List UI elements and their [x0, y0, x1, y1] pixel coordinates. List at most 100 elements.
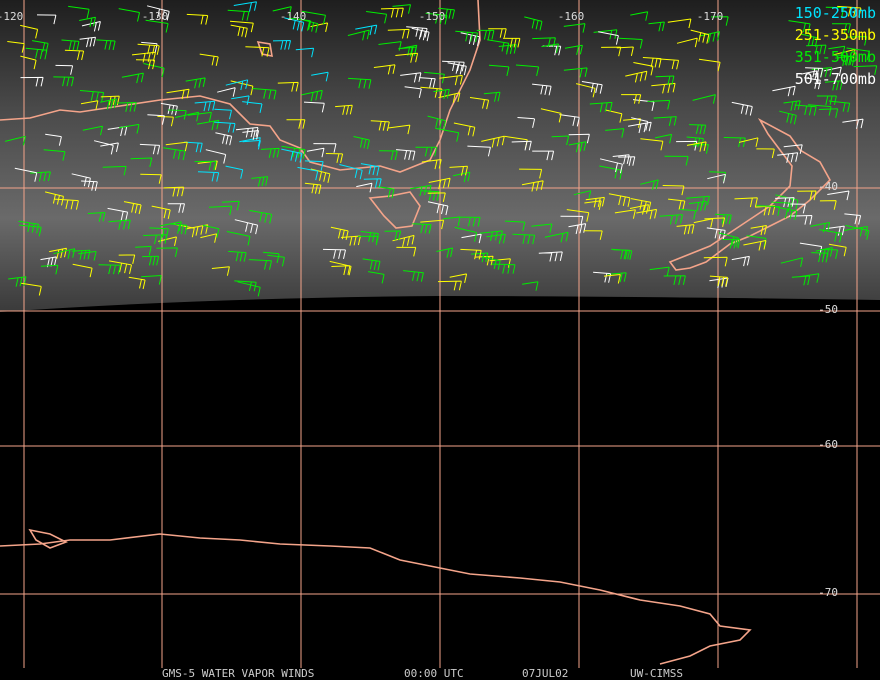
- wind-barb: [147, 114, 165, 125]
- wind-barb: [387, 28, 410, 39]
- wind-barb: [532, 83, 552, 96]
- wind-barb: [4, 135, 26, 146]
- wind-barb: [563, 67, 588, 78]
- wind-barb: [362, 258, 381, 271]
- wind-barb: [384, 230, 402, 241]
- wind-barb: [686, 141, 707, 152]
- wind-barb: [517, 117, 536, 128]
- wind-barb: [45, 133, 62, 146]
- wind-barb: [789, 215, 813, 225]
- wind-barb: [61, 39, 80, 51]
- wind-barb: [837, 54, 855, 66]
- wind-barb: [100, 98, 117, 110]
- wind-barb: [107, 207, 129, 222]
- wind-barb: [281, 148, 303, 163]
- wind-barb: [272, 40, 291, 50]
- wind-barb: [783, 144, 803, 154]
- wind-barb: [18, 220, 40, 234]
- wind-barb: [598, 31, 619, 45]
- wind-barb: [711, 16, 729, 26]
- wind-barb: [425, 12, 448, 25]
- wind-barb: [117, 102, 137, 112]
- wind-barb: [119, 123, 140, 134]
- wind-barb: [828, 100, 851, 113]
- wind-barb: [797, 190, 817, 201]
- wind-barb: [53, 76, 74, 87]
- wind-barb: [443, 216, 461, 227]
- wind-barb: [229, 20, 254, 33]
- wind-barb: [585, 196, 605, 208]
- latitude-label: -60: [818, 438, 838, 451]
- wind-barb: [249, 209, 273, 224]
- wind-barb: [504, 220, 526, 232]
- wind-barb: [211, 266, 230, 276]
- coastline: [0, 533, 752, 665]
- latitude-label: -70: [818, 586, 838, 599]
- wind-barb: [20, 24, 39, 39]
- wind-barb: [355, 24, 378, 36]
- wind-barb: [186, 13, 209, 25]
- wind-barb: [20, 55, 37, 70]
- wind-barb: [593, 29, 618, 40]
- wind-barb: [583, 230, 603, 240]
- wind-barb: [286, 119, 306, 129]
- wind-barb: [568, 133, 590, 144]
- wind-barb: [457, 216, 481, 227]
- wind-barb: [447, 62, 467, 76]
- wind-barb: [621, 94, 642, 104]
- wind-barb: [566, 209, 590, 222]
- wind-barb: [373, 64, 396, 75]
- wind-barb: [614, 209, 636, 219]
- wind-barb: [297, 166, 319, 181]
- wind-barb: [640, 138, 664, 151]
- wind-barb: [589, 101, 613, 113]
- wind-barb: [667, 18, 692, 29]
- wind-barb: [221, 200, 240, 211]
- wind-barb: [421, 190, 440, 201]
- wind-barb: [146, 5, 170, 21]
- wind-barb: [599, 165, 623, 180]
- wind-barb: [392, 4, 411, 14]
- wind-barb: [79, 16, 96, 28]
- wind-barb: [845, 224, 870, 240]
- wind-barb: [360, 231, 379, 243]
- wind-barb: [348, 77, 372, 89]
- wind-barb: [166, 88, 190, 100]
- wind-barb: [25, 47, 48, 60]
- wind-barb: [197, 119, 220, 131]
- wind-barb: [217, 87, 236, 97]
- wind-barb: [734, 197, 758, 208]
- wind-barb: [842, 118, 864, 129]
- wind-barb: [804, 77, 821, 90]
- wind-barb: [698, 31, 720, 43]
- wind-barb: [347, 29, 370, 41]
- wind-barb: [731, 101, 753, 116]
- wind-barb: [805, 67, 824, 78]
- wind-barb: [801, 33, 818, 47]
- wind-barb: [605, 128, 625, 138]
- wind-barb: [245, 46, 270, 57]
- wind-barb: [421, 159, 442, 170]
- wind-barb: [476, 29, 495, 40]
- wind-barb: [563, 23, 586, 33]
- wind-barb: [194, 100, 216, 112]
- wind-barb: [145, 19, 169, 33]
- wind-barb: [828, 243, 847, 257]
- wind-barb: [109, 260, 132, 275]
- wind-barb: [794, 104, 817, 116]
- wind-barb: [156, 247, 178, 258]
- wind-barb: [541, 43, 559, 54]
- wind-barb: [436, 247, 454, 258]
- wind-barb: [698, 58, 721, 72]
- wind-barb: [378, 41, 402, 51]
- wind-barb: [636, 208, 658, 220]
- wind-barb: [789, 203, 806, 214]
- wind-barb: [185, 77, 206, 89]
- wind-barb: [157, 115, 174, 127]
- wind-barb: [272, 6, 292, 16]
- wind-barb: [613, 249, 631, 260]
- wind-barb: [455, 30, 478, 43]
- wind-barb: [225, 165, 244, 179]
- wind-barb: [811, 252, 829, 263]
